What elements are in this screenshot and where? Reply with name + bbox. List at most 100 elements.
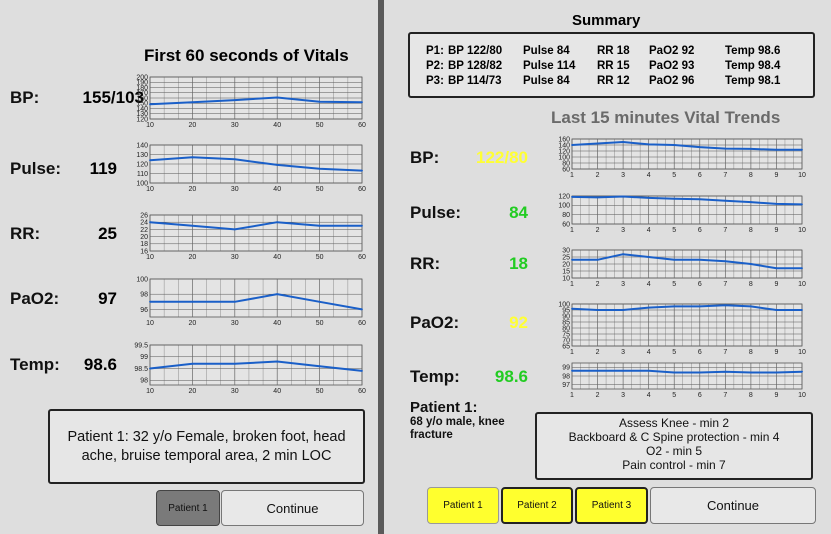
series-line <box>149 221 362 231</box>
x-tick-label: 3 <box>621 172 625 179</box>
x-tick-label: 7 <box>723 172 727 179</box>
trend-label-pao2: PaO2: <box>410 313 460 332</box>
x-tick-label: 8 <box>749 172 753 179</box>
x-tick-label: 50 <box>316 186 324 193</box>
x-tick-label: 10 <box>798 172 806 179</box>
y-tick-label: 160 <box>136 95 148 102</box>
x-tick-label: 10 <box>798 392 806 399</box>
y-tick-label: 99 <box>140 354 148 361</box>
data-point <box>149 103 151 106</box>
y-tick-label: 20 <box>140 234 148 241</box>
x-tick-label: 9 <box>774 349 778 356</box>
data-point <box>149 221 151 224</box>
series-line <box>149 96 363 106</box>
data-point <box>596 309 599 311</box>
series-line <box>571 140 802 151</box>
data-point <box>749 201 752 203</box>
x-tick-label: 20 <box>189 254 197 261</box>
y-tick-label: 26 <box>140 212 148 219</box>
y-tick-label: 98 <box>140 378 148 385</box>
trend-value-pulse: 84 <box>509 203 528 222</box>
summary-patient: P1: <box>426 45 444 57</box>
data-point <box>318 365 321 368</box>
data-point <box>673 197 676 200</box>
x-tick-label: 7 <box>723 392 727 399</box>
y-tick-label: 140 <box>558 142 570 149</box>
data-point <box>724 304 727 307</box>
summary-temp: Temp 98.1 <box>725 75 781 87</box>
y-tick-label: 100 <box>558 154 570 161</box>
data-point <box>724 370 727 373</box>
x-tick-label: 7 <box>723 227 727 234</box>
data-point <box>596 258 599 261</box>
data-point <box>596 142 599 145</box>
data-point <box>801 267 803 270</box>
y-tick-label: 140 <box>136 142 148 149</box>
summary-bp: BP 122/80 <box>448 45 503 57</box>
data-point <box>622 141 625 143</box>
x-tick-label: 2 <box>596 172 600 179</box>
data-point <box>775 203 778 205</box>
summary-temp: Temp 98.6 <box>725 45 781 57</box>
patient-3-button[interactable]: Patient 3 <box>575 487 648 524</box>
x-tick-label: 30 <box>231 122 239 129</box>
data-point <box>276 164 279 166</box>
summary-pao2: PaO2 96 <box>649 75 695 87</box>
data-point <box>276 96 279 99</box>
data-point <box>596 369 599 372</box>
x-tick-label: 1 <box>570 172 574 179</box>
patient-2-button[interactable]: Patient 2 <box>501 487 573 524</box>
data-point <box>775 309 778 311</box>
summary-patient: P3: <box>426 75 444 87</box>
x-tick-label: 40 <box>273 320 281 327</box>
data-point <box>775 267 778 270</box>
x-tick-label: 9 <box>774 281 778 288</box>
panel-divider <box>378 0 384 534</box>
continue-button[interactable]: Continue <box>650 487 816 524</box>
y-tick-label: 24 <box>140 220 148 227</box>
continue-button[interactable]: Continue <box>221 490 364 526</box>
data-point <box>622 253 625 256</box>
x-tick-label: 4 <box>647 281 651 288</box>
series-line <box>571 304 802 311</box>
patient-1-button[interactable]: Patient 1 <box>427 487 499 524</box>
data-point <box>698 198 701 201</box>
x-tick-label: 20 <box>189 388 197 395</box>
data-point <box>571 258 573 261</box>
data-point <box>698 371 701 374</box>
trend-value-rr: 18 <box>509 254 528 273</box>
x-tick-label: 9 <box>774 172 778 179</box>
x-tick-label: 10 <box>146 388 154 395</box>
data-point <box>149 300 151 303</box>
data-point <box>361 169 363 172</box>
vital-value-bp: 155/103 <box>82 88 144 107</box>
trend-label-rr: RR: <box>410 254 441 273</box>
x-tick-label: 10 <box>798 281 806 288</box>
data-point <box>596 196 599 199</box>
trend-value-pao2: 92 <box>509 313 528 332</box>
summary-pulse: Pulse 84 <box>523 75 570 87</box>
trend-label-bp: BP: <box>410 148 440 167</box>
y-tick-label: 110 <box>137 171 148 178</box>
y-tick-label: 180 <box>136 85 148 92</box>
data-point <box>233 300 236 303</box>
x-tick-label: 10 <box>146 122 154 129</box>
vital-value-temp: 98.6 <box>83 355 117 374</box>
summary-row: P2: BP 128/82 Pulse 114 RR 15 PaO2 93 Te… <box>426 60 813 75</box>
patient-1-button[interactable]: Patient 1 <box>156 490 220 526</box>
data-point <box>233 99 236 101</box>
data-point <box>622 195 625 198</box>
x-tick-label: 10 <box>798 349 806 356</box>
data-point <box>149 367 151 370</box>
y-tick-label: 25 <box>562 254 570 261</box>
series-line <box>572 369 803 374</box>
y-tick-label: 200 <box>136 74 148 81</box>
patient-info-text: Patient 1: 32 y/o Female, broken foot, h… <box>67 428 346 464</box>
data-point <box>191 156 194 159</box>
x-tick-label: 20 <box>189 320 197 327</box>
data-point <box>361 224 363 227</box>
data-point <box>698 146 701 148</box>
x-tick-label: 5 <box>672 281 676 288</box>
